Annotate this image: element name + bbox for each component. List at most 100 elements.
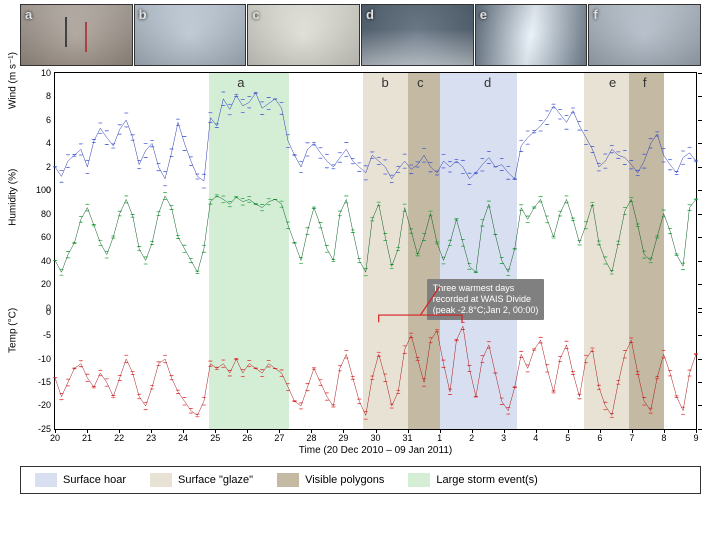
- xtick: 30: [370, 433, 380, 443]
- ytick-mark-right: [698, 73, 702, 74]
- xtick: 8: [661, 433, 666, 443]
- ytick: 2: [29, 162, 51, 172]
- xtick-mark: [151, 429, 152, 433]
- xtick-mark: [600, 429, 601, 433]
- ytick: -20: [29, 400, 51, 410]
- photo-strip: a b cd e f: [0, 0, 721, 70]
- chart-area: Wind (m s⁻¹) 0246810 Humidity (%) 020406…: [8, 70, 707, 460]
- photo-label-e: e: [480, 7, 487, 22]
- ytick-mark-right: [698, 261, 702, 262]
- xtick-mark: [55, 429, 56, 433]
- xtick-mark: [311, 429, 312, 433]
- xtick: 26: [242, 433, 252, 443]
- ytick: -10: [29, 354, 51, 364]
- ylabel-wind: Wind (m s⁻¹): [8, 52, 19, 109]
- ytick-mark-right: [698, 382, 702, 383]
- xtick-mark: [568, 429, 569, 433]
- region-marker-d: d: [484, 75, 491, 90]
- ytick: 6: [29, 115, 51, 125]
- xtick-mark: [247, 429, 248, 433]
- ylabel-temp: Temp (°C): [8, 308, 19, 353]
- region-marker-a: a: [237, 75, 244, 90]
- region-marker-c: c: [417, 75, 424, 90]
- xtick-mark: [408, 429, 409, 433]
- ytick-mark-right: [698, 143, 702, 144]
- photo-label-f: f: [593, 7, 597, 22]
- legend-swatch: [408, 473, 430, 487]
- annotation-bracket: [55, 73, 696, 429]
- xtick: 2: [469, 433, 474, 443]
- photo-c: c: [247, 4, 360, 66]
- region-marker-f: f: [643, 75, 647, 90]
- xtick-mark: [87, 429, 88, 433]
- xtick: 21: [82, 433, 92, 443]
- xtick-mark: [119, 429, 120, 433]
- ytick-mark-right: [698, 429, 702, 430]
- ytick-mark-right: [698, 120, 702, 121]
- ytick: 60: [29, 232, 51, 242]
- photo-f: f: [588, 4, 701, 66]
- ytick: 80: [29, 209, 51, 219]
- ytick: 8: [29, 91, 51, 101]
- legend-item: Surface hoar: [35, 473, 126, 487]
- legend-label: Visible polygons: [305, 474, 384, 486]
- xtick-mark: [279, 429, 280, 433]
- xtick-mark: [536, 429, 537, 433]
- legend-swatch: [150, 473, 172, 487]
- xtick: 28: [306, 433, 316, 443]
- ytick-mark-right: [698, 237, 702, 238]
- region-marker-b: b: [381, 75, 388, 90]
- xtick-mark: [504, 429, 505, 433]
- xtick: 9: [693, 433, 698, 443]
- ylabel-humidity: Humidity (%): [8, 169, 19, 226]
- xtick-mark: [472, 429, 473, 433]
- legend-swatch: [35, 473, 57, 487]
- photo-label-a: a: [25, 7, 32, 22]
- ytick: 20: [29, 279, 51, 289]
- photo-label-b: b: [139, 7, 147, 22]
- ytick-mark-right: [698, 335, 702, 336]
- xtick: 23: [146, 433, 156, 443]
- ytick: 100: [29, 185, 51, 195]
- ytick-mark-right: [698, 308, 702, 309]
- xtick: 24: [178, 433, 188, 443]
- xtick-mark: [696, 429, 697, 433]
- xtick: 3: [501, 433, 506, 443]
- xtick: 4: [533, 433, 538, 443]
- legend-item: Large storm event(s): [408, 473, 537, 487]
- ytick-mark-right: [698, 96, 702, 97]
- ytick-mark-right: [698, 284, 702, 285]
- xtick: 25: [210, 433, 220, 443]
- xtick: 5: [565, 433, 570, 443]
- photo-a: a: [20, 4, 133, 66]
- ytick: 40: [29, 256, 51, 266]
- xtick-mark: [440, 429, 441, 433]
- legend-swatch: [277, 473, 299, 487]
- ytick-mark-right: [698, 405, 702, 406]
- region-marker-e: e: [609, 75, 616, 90]
- xtick: 29: [338, 433, 348, 443]
- legend-label: Surface "glaze": [178, 474, 253, 486]
- xtick-mark: [343, 429, 344, 433]
- photo-e: e: [475, 4, 588, 66]
- ytick-mark-right: [698, 167, 702, 168]
- ytick: -5: [29, 330, 51, 340]
- ytick: 4: [29, 138, 51, 148]
- xtick-mark: [664, 429, 665, 433]
- legend: Surface hoar Surface "glaze" Visible polyg…: [20, 466, 701, 494]
- xtick-mark: [376, 429, 377, 433]
- ytick: -25: [29, 424, 51, 434]
- xtick: 22: [114, 433, 124, 443]
- legend-item: Visible polygons: [277, 473, 384, 487]
- photo-label-d: d: [366, 7, 374, 22]
- legend-label: Large storm event(s): [436, 474, 537, 486]
- xtick-mark: [215, 429, 216, 433]
- xlabel: Time (20 Dec 2010 – 09 Jan 2011): [299, 445, 452, 456]
- plot-box: Wind (m s⁻¹) 0246810 Humidity (%) 020406…: [54, 72, 697, 430]
- xtick: 20: [50, 433, 60, 443]
- ytick: -15: [29, 377, 51, 387]
- xtick: 6: [597, 433, 602, 443]
- ytick-mark-right: [698, 312, 702, 313]
- photo-d: d: [361, 4, 474, 66]
- legend-label: Surface hoar: [63, 474, 126, 486]
